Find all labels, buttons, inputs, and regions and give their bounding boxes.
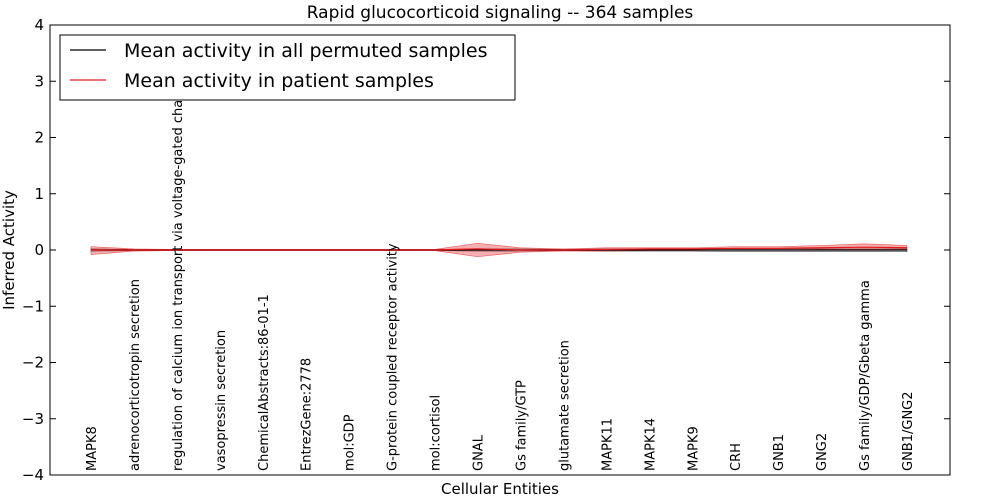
- x-tick-label: MAPK11: [600, 418, 615, 471]
- x-tick-label: mol:GDP: [343, 414, 358, 471]
- x-tick-label: ChemicalAbstracts:86-01-1: [257, 294, 272, 471]
- y-tick-label: −1: [22, 297, 44, 315]
- x-tick-label: MAPK14: [643, 418, 658, 471]
- y-tick-label: 4: [34, 16, 44, 34]
- x-tick-label: GNG2: [815, 433, 830, 471]
- x-tick-label: mol:cortisol: [429, 395, 444, 471]
- x-tick-label: GNB1/GNG2: [901, 391, 916, 471]
- legend-label-permuted: Mean activity in all permuted samples: [124, 40, 487, 62]
- y-tick-label: −3: [22, 410, 44, 428]
- x-tick-label: MAPK8: [85, 426, 100, 471]
- x-tick-label: EntrezGene:2778: [300, 358, 315, 471]
- y-tick-label: 2: [34, 129, 44, 147]
- legend: Mean activity in all permuted samples Me…: [59, 34, 516, 101]
- chart-title: Rapid glucocorticoid signaling -- 364 sa…: [307, 3, 694, 23]
- x-tick-label: vasopressin secretion: [214, 330, 229, 471]
- y-tick-label: −2: [22, 354, 44, 372]
- y-tick-label: −4: [22, 466, 44, 484]
- x-tick-label: G-protein coupled receptor activity: [386, 243, 401, 471]
- y-tick-label: 1: [34, 185, 44, 203]
- x-tick-label: MAPK9: [686, 426, 701, 471]
- x-tick-label: Gs family/GDP/Gbeta gamma: [858, 280, 873, 471]
- line-patient: [91, 246, 908, 251]
- y-axis-label: Inferred Activity: [0, 190, 18, 310]
- x-tick-label: adrenocorticotropin secretion: [128, 279, 143, 471]
- x-tick-label: CRH: [729, 443, 744, 471]
- x-tick-label: GNAL: [472, 434, 487, 471]
- x-tick-label: Gs family/GTP: [514, 380, 529, 471]
- x-tick-label: glutamate secretion: [557, 340, 572, 471]
- legend-label-patient: Mean activity in patient samples: [124, 70, 434, 92]
- x-tick-label: GNB1: [772, 434, 787, 471]
- legend-box: [59, 34, 516, 101]
- x-axis-label: Cellular Entities: [441, 480, 559, 498]
- y-tick-label: 0: [34, 241, 44, 259]
- y-tick-label: 3: [34, 72, 44, 90]
- x-tick-label: regulation of calcium ion transport via …: [171, 72, 186, 471]
